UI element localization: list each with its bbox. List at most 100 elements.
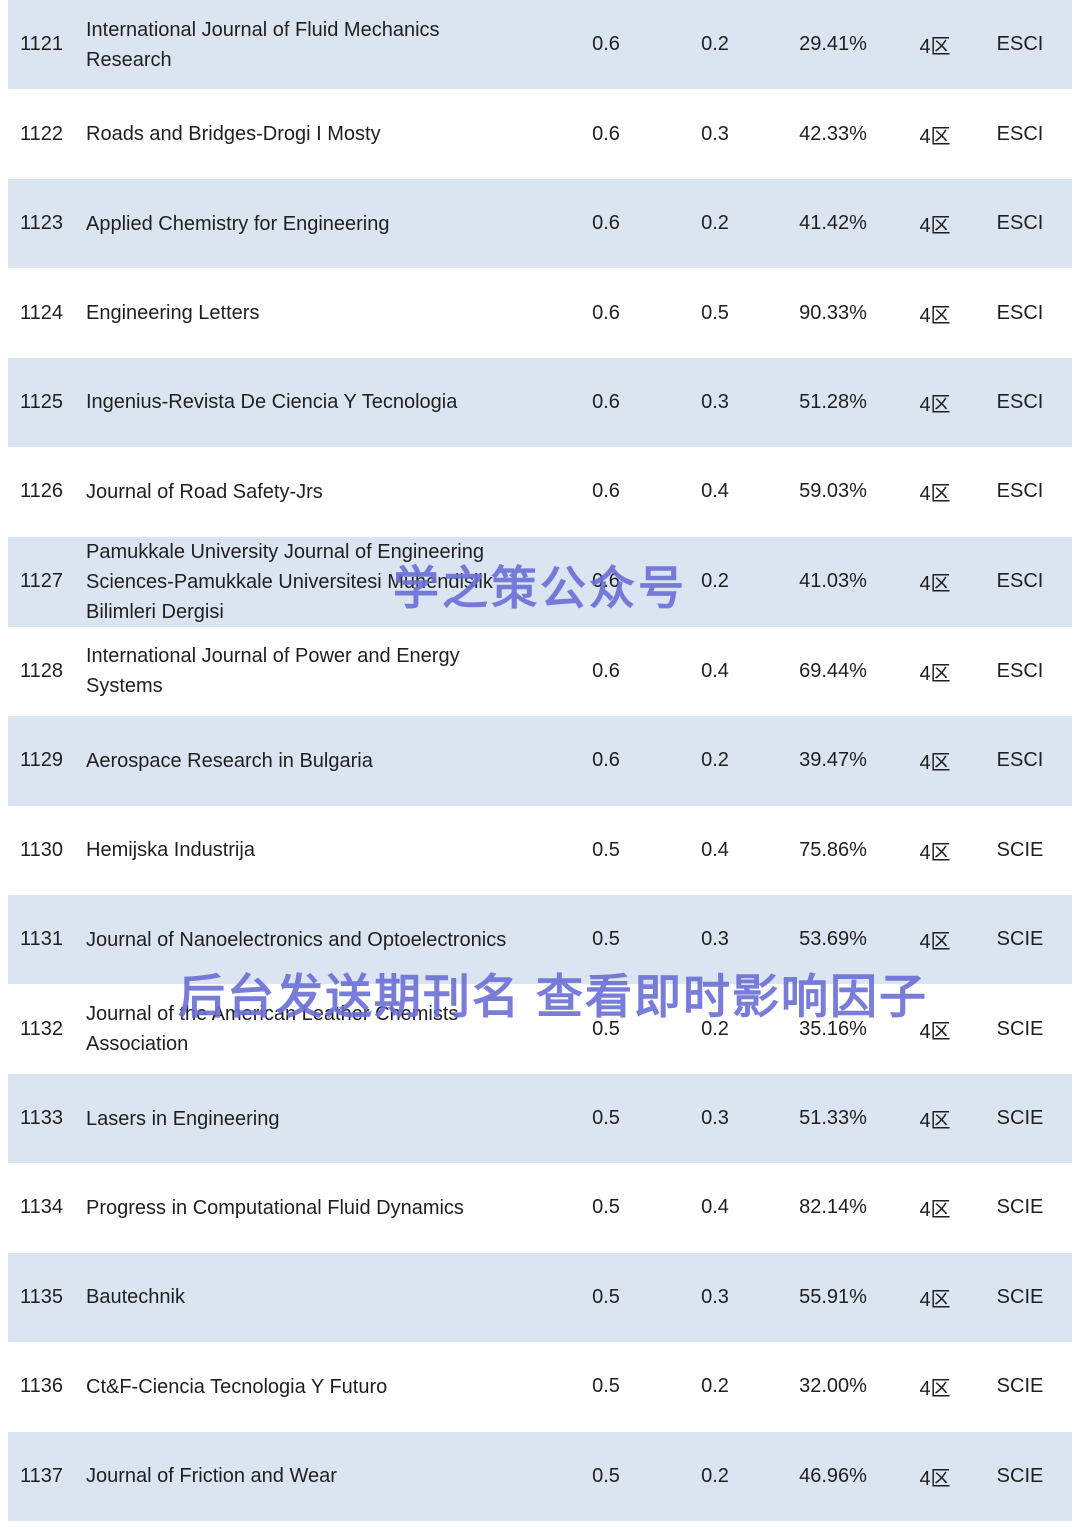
rank-cell: 1125 — [20, 390, 64, 413]
zone-cell: 4区 — [919, 1199, 951, 1222]
index-type-cell: SCIE — [996, 1196, 1044, 1219]
percent-cell: 82.14% — [799, 1196, 867, 1219]
rank-cell: 1131 — [20, 928, 64, 951]
percent-cell: 75.86% — [799, 838, 867, 861]
table-row: 1125 Ingenius-Revista De Ciencia Y Tecno… — [8, 357, 1072, 448]
table-row: 1129 Aerospace Research in Bulgaria 0.6 … — [8, 716, 1072, 806]
zone-cell: 4区 — [919, 931, 951, 954]
metric1-cell: 0.5 — [592, 1196, 620, 1219]
metric2-cell: 0.2 — [701, 33, 729, 56]
metric2-cell: 0.4 — [701, 480, 729, 503]
metric2-cell: 0.3 — [701, 1107, 729, 1130]
index-type-cell: ESCI — [996, 390, 1044, 413]
table-row: 1136 Ct&F-Ciencia Tecnologia Y Futuro 0.… — [8, 1342, 1072, 1432]
journal-table: 1121 International Journal of Fluid Mech… — [8, 0, 1072, 1521]
index-type-cell: SCIE — [996, 838, 1044, 861]
rank-cell: 1127 — [20, 570, 64, 593]
metric1-cell: 0.6 — [592, 390, 620, 413]
index-type-cell: ESCI — [996, 570, 1044, 593]
rank-cell: 1129 — [20, 749, 64, 772]
table-row: 1123 Applied Chemistry for Engineering 0… — [8, 178, 1072, 269]
zone-cell: 4区 — [919, 841, 951, 864]
zone-cell: 4区 — [919, 662, 951, 685]
index-type-cell: ESCI — [996, 212, 1044, 235]
zone-cell: 4区 — [919, 393, 951, 416]
rank-cell: 1132 — [20, 1017, 64, 1040]
metric2-cell: 0.2 — [701, 570, 729, 593]
metric1-cell: 0.6 — [592, 749, 620, 772]
table-row: 1137 Journal of Friction and Wear 0.5 0.… — [8, 1431, 1072, 1521]
metric1-cell: 0.5 — [592, 1464, 620, 1487]
zone-cell: 4区 — [919, 1110, 951, 1133]
zone-cell: 4区 — [919, 1467, 951, 1490]
metric1-cell: 0.5 — [592, 1375, 620, 1398]
percent-cell: 51.28% — [799, 390, 867, 413]
journal-name-cell: Aerospace Research in Bulgaria — [86, 749, 373, 772]
journal-name-cell: Journal of the American Leather Chemists… — [86, 1003, 459, 1056]
table-row: 1128 International Journal of Power and … — [8, 626, 1072, 717]
table-row: 1127 Pamukkale University Journal of Eng… — [8, 536, 1072, 627]
rank-cell: 1133 — [20, 1107, 64, 1130]
table-row: 1134 Progress in Computational Fluid Dyn… — [8, 1163, 1072, 1253]
metric2-cell: 0.2 — [701, 1375, 729, 1398]
journal-name-cell: Ingenius-Revista De Ciencia Y Tecnologia — [86, 391, 458, 414]
index-type-cell: ESCI — [996, 301, 1044, 324]
zone-cell: 4区 — [919, 483, 951, 506]
metric1-cell: 0.6 — [592, 212, 620, 235]
rank-cell: 1126 — [20, 480, 64, 503]
percent-cell: 35.16% — [799, 1017, 867, 1040]
metric1-cell: 0.5 — [592, 1017, 620, 1040]
metric2-cell: 0.4 — [701, 838, 729, 861]
zone-cell: 4区 — [919, 752, 951, 775]
metric1-cell: 0.6 — [592, 659, 620, 682]
journal-name-cell: Applied Chemistry for Engineering — [86, 212, 390, 235]
metric2-cell: 0.5 — [701, 301, 729, 324]
metric2-cell: 0.2 — [701, 1464, 729, 1487]
table-row: 1124 Engineering Letters 0.6 0.5 90.33% … — [8, 268, 1072, 358]
percent-cell: 46.96% — [799, 1464, 867, 1487]
rank-cell: 1135 — [20, 1285, 64, 1308]
metric2-cell: 0.3 — [701, 122, 729, 145]
percent-cell: 42.33% — [799, 122, 867, 145]
rank-cell: 1137 — [20, 1464, 64, 1487]
metric1-cell: 0.5 — [592, 1285, 620, 1308]
index-type-cell: ESCI — [996, 480, 1044, 503]
journal-name-cell: Roads and Bridges-Drogi I Mosty — [86, 123, 381, 146]
index-type-cell: ESCI — [996, 749, 1044, 772]
zone-cell: 4区 — [919, 36, 951, 59]
journal-name-cell: Journal of Nanoelectronics and Optoelect… — [86, 928, 507, 951]
metric2-cell: 0.3 — [701, 928, 729, 951]
journal-name-cell: Pamukkale University Journal of Engineer… — [86, 540, 493, 623]
zone-cell: 4区 — [919, 215, 951, 238]
percent-cell: 39.47% — [799, 749, 867, 772]
table-row: 1126 Journal of Road Safety-Jrs 0.6 0.4 … — [8, 447, 1072, 537]
percent-cell: 51.33% — [799, 1107, 867, 1130]
table-row: 1121 International Journal of Fluid Mech… — [8, 0, 1072, 90]
percent-cell: 69.44% — [799, 659, 867, 682]
metric1-cell: 0.6 — [592, 122, 620, 145]
percent-cell: 90.33% — [799, 301, 867, 324]
metric2-cell: 0.4 — [701, 659, 729, 682]
index-type-cell: SCIE — [996, 1285, 1044, 1308]
table-row: 1135 Bautechnik 0.5 0.3 55.91% 4区 SCIE — [8, 1252, 1072, 1343]
index-type-cell: SCIE — [996, 1375, 1044, 1398]
metric2-cell: 0.2 — [701, 212, 729, 235]
journal-name-cell: Journal of Friction and Wear — [86, 1465, 337, 1488]
table-row: 1133 Lasers in Engineering 0.5 0.3 51.33… — [8, 1073, 1072, 1164]
index-type-cell: ESCI — [996, 122, 1044, 145]
table-row: 1122 Roads and Bridges-Drogi I Mosty 0.6… — [8, 89, 1072, 179]
journal-name-cell: Lasers in Engineering — [86, 1107, 280, 1130]
index-type-cell: SCIE — [996, 1107, 1044, 1130]
journal-name-cell: International Journal of Fluid Mechanics… — [86, 18, 440, 71]
percent-cell: 41.03% — [799, 570, 867, 593]
journal-name-cell: Journal of Road Safety-Jrs — [86, 480, 323, 503]
percent-cell: 59.03% — [799, 480, 867, 503]
rank-cell: 1121 — [20, 33, 64, 56]
journal-name-cell: Hemijska Industrija — [86, 839, 255, 862]
rank-cell: 1134 — [20, 1196, 64, 1219]
metric2-cell: 0.2 — [701, 749, 729, 772]
percent-cell: 55.91% — [799, 1285, 867, 1308]
table-row: 1132 Journal of the American Leather Che… — [8, 984, 1072, 1074]
metric1-cell: 0.6 — [592, 570, 620, 593]
percent-cell: 41.42% — [799, 212, 867, 235]
